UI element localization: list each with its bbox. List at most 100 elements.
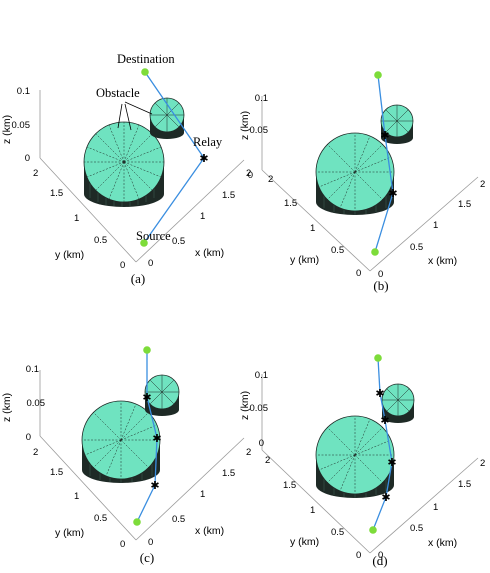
y-tick-label: 0.5 bbox=[94, 235, 107, 246]
y-tick-label: 0.5 bbox=[331, 245, 344, 256]
y-tick-label: 0.5 bbox=[331, 527, 344, 538]
z-tick-label: 0.1 bbox=[255, 93, 268, 104]
x-tick-label: 2 bbox=[480, 179, 485, 190]
x-tick-label: 2 bbox=[480, 458, 485, 469]
large-obstacle-cylinder bbox=[83, 121, 165, 207]
panel-caption: (d) bbox=[372, 553, 387, 568]
obstacle-annotation: Obstacle bbox=[96, 86, 140, 100]
panel-caption: (c) bbox=[140, 550, 154, 565]
z-axis-label: z (km) bbox=[239, 111, 251, 140]
z-tick-labels: 0 0.05 0.1 bbox=[250, 370, 269, 449]
x-tick-label: 1.5 bbox=[458, 199, 471, 210]
large-obstacle-cylinder bbox=[315, 132, 395, 215]
x-tick-labels: 0 0.5 1 1.5 2 bbox=[378, 179, 485, 280]
x-axis-label: x (km) bbox=[195, 247, 224, 259]
source-marker bbox=[369, 526, 377, 534]
x-tick-label: 0 bbox=[378, 269, 383, 280]
z-tick-label: 0.05 bbox=[12, 120, 31, 131]
relay-path-line bbox=[143, 71, 205, 244]
destination-marker bbox=[141, 68, 149, 76]
x-tick-label: 1 bbox=[433, 502, 438, 513]
y-tick-label: 1.5 bbox=[283, 480, 296, 491]
relay-star-icon: ✱ bbox=[142, 392, 151, 404]
panel-a: 0 0.05 0.1 z (km) 2 1.5 1 0.5 0 y (km) 0… bbox=[1, 52, 251, 286]
y-tick-labels: 2 1.5 1 0.5 0 bbox=[265, 455, 361, 561]
y-tick-label: 2 bbox=[265, 455, 270, 466]
y-tick-label: 0 bbox=[120, 539, 125, 550]
z-tick-label: 0.05 bbox=[250, 403, 269, 414]
z-tick-label: 0.1 bbox=[26, 364, 39, 375]
large-obstacle-cylinder bbox=[81, 400, 161, 483]
y-axis-label: y (km) bbox=[290, 254, 319, 266]
y-tick-label: 1.5 bbox=[50, 188, 63, 199]
relay-path-line bbox=[374, 74, 394, 253]
y-tick-label: 1 bbox=[74, 213, 79, 224]
x-tick-label: 2 bbox=[246, 447, 251, 458]
panel-caption: (a) bbox=[131, 271, 145, 286]
axes-frame bbox=[261, 96, 479, 272]
y-axis-label: y (km) bbox=[55, 249, 84, 261]
x-tick-label: 0.5 bbox=[172, 514, 185, 525]
x-tick-label: 2 bbox=[246, 168, 251, 179]
z-tick-labels: 0 0.05 0.1 bbox=[12, 86, 31, 164]
destination-marker bbox=[143, 346, 151, 354]
y-tick-label: 0 bbox=[356, 268, 361, 279]
x-tick-label: 0.5 bbox=[172, 236, 185, 247]
axes-frame bbox=[39, 370, 245, 541]
y-tick-label: 1 bbox=[74, 491, 79, 502]
x-tick-label: 1 bbox=[200, 211, 205, 222]
z-tick-label: 0.05 bbox=[250, 125, 269, 136]
destination-marker bbox=[374, 354, 382, 362]
x-tick-label: 0.5 bbox=[410, 523, 423, 534]
x-tick-label: 1.5 bbox=[222, 190, 235, 201]
destination-annotation: Destination bbox=[117, 52, 175, 66]
z-axis-label: z (km) bbox=[1, 393, 13, 422]
large-obstacle-cylinder bbox=[315, 415, 395, 498]
y-axis-label: y (km) bbox=[55, 527, 84, 539]
y-tick-label: 2 bbox=[33, 168, 38, 179]
y-tick-label: 0 bbox=[120, 260, 125, 271]
x-tick-label: 0 bbox=[148, 258, 153, 269]
source-marker bbox=[140, 239, 148, 247]
z-tick-label: 0.1 bbox=[255, 370, 268, 381]
x-tick-labels: 0 0.5 1 1.5 2 bbox=[148, 447, 251, 548]
z-tick-labels: 0 0.05 0.1 bbox=[248, 93, 268, 181]
z-tick-labels: 0 0.05 0.1 bbox=[26, 364, 45, 443]
source-marker bbox=[133, 518, 141, 526]
x-tick-label: 1.5 bbox=[222, 468, 235, 479]
small-obstacle-cylinder bbox=[381, 383, 415, 423]
z-tick-label: 0 bbox=[259, 438, 264, 449]
y-tick-label: 1 bbox=[310, 223, 315, 234]
small-obstacle-cylinder bbox=[149, 97, 185, 139]
y-tick-label: 0 bbox=[356, 550, 361, 561]
relay-star-icon: ✱ bbox=[388, 188, 397, 200]
x-tick-label: 1 bbox=[200, 489, 205, 500]
x-axis-label: x (km) bbox=[428, 255, 457, 267]
y-tick-labels: 2 1.5 1 0.5 0 bbox=[33, 168, 125, 271]
relay-star-icon: ✱ bbox=[380, 130, 389, 142]
x-tick-label: 1 bbox=[433, 220, 438, 231]
relay-star-icon: ✱ bbox=[150, 480, 159, 492]
axes-frame bbox=[39, 90, 245, 263]
y-tick-label: 0.5 bbox=[94, 513, 107, 524]
obstacle-arrows bbox=[117, 101, 153, 131]
relay-star-icon: ✱ bbox=[380, 415, 389, 427]
x-tick-label: 1.5 bbox=[458, 479, 471, 490]
panel-b: 0 0.05 0.1 z (km) 2 1.5 1 0.5 0 y (km) 0… bbox=[239, 71, 485, 293]
x-axis-label: x (km) bbox=[428, 537, 457, 549]
relay-star-icon: ✱ bbox=[375, 388, 384, 400]
x-tick-labels: 0 0.5 1 1.5 2 bbox=[378, 458, 485, 561]
z-tick-label: 0.1 bbox=[17, 86, 30, 97]
y-tick-label: 2 bbox=[268, 174, 273, 185]
panel-caption: (b) bbox=[373, 278, 388, 293]
y-tick-label: 1 bbox=[310, 505, 315, 516]
relay-star-icon: ✱ bbox=[381, 492, 390, 504]
relay-path-line bbox=[372, 357, 393, 531]
relay-annotation: Relay bbox=[193, 135, 223, 149]
panel-c: 0 0.05 0.1 z (km) 2 1.5 1 0.5 0 y (km) 0… bbox=[1, 346, 251, 565]
y-tick-label: 1.5 bbox=[50, 467, 63, 478]
relay-star-icon: ✱ bbox=[199, 153, 208, 165]
z-tick-label: 0.05 bbox=[27, 398, 46, 409]
relay-star-icon: ✱ bbox=[152, 433, 161, 445]
